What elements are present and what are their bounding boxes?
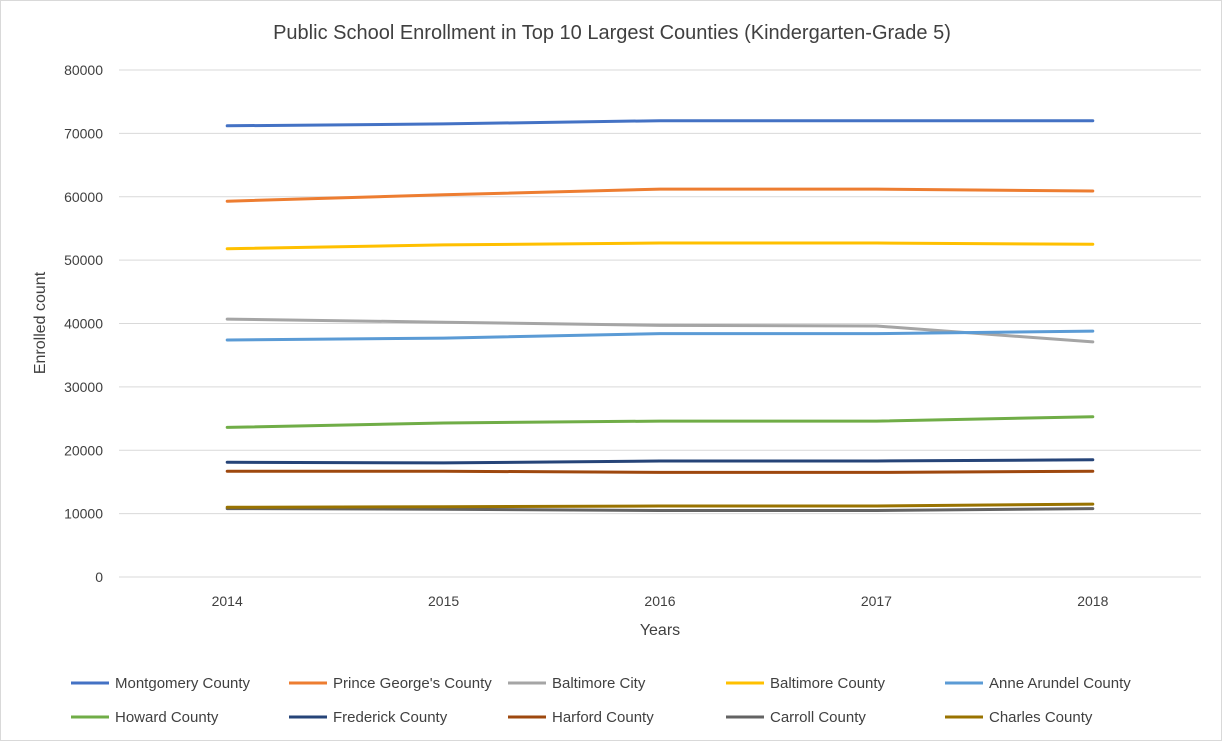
y-axis-tick-labels: 0 10000 20000 30000 40000 50000 60000 70000 8000… bbox=[64, 62, 103, 585]
series-line-1 bbox=[225, 119, 1095, 128]
legend-label: Baltimore City bbox=[552, 675, 646, 692]
x-tick-label: 2014 bbox=[212, 593, 243, 609]
legend-label: Frederick County bbox=[333, 709, 448, 726]
x-axis-title: Years bbox=[640, 622, 680, 639]
legend-item: Carroll County bbox=[726, 709, 866, 726]
series-line-6 bbox=[225, 415, 1095, 429]
y-tick-label: 10000 bbox=[64, 506, 103, 522]
series-lines bbox=[225, 119, 1095, 512]
gridlines bbox=[119, 69, 1201, 578]
legend-label: Montgomery County bbox=[115, 675, 251, 692]
y-tick-label: 0 bbox=[95, 569, 103, 585]
y-tick-label: 60000 bbox=[64, 189, 103, 205]
series-line-8 bbox=[225, 469, 1095, 474]
legend-item: Charles County bbox=[945, 709, 1093, 726]
legend-item: Montgomery County bbox=[71, 675, 251, 692]
legend-item: Howard County bbox=[71, 709, 219, 726]
y-tick-label: 20000 bbox=[64, 442, 103, 458]
x-tick-label: 2017 bbox=[861, 593, 892, 609]
y-axis-title: Enrolled count bbox=[32, 271, 49, 374]
legend-item: Harford County bbox=[508, 709, 654, 726]
y-tick-label: 80000 bbox=[64, 62, 103, 78]
series-line-10 bbox=[225, 502, 1095, 509]
x-tick-label: 2015 bbox=[428, 593, 459, 609]
legend-item: Prince George's County bbox=[289, 675, 492, 692]
x-tick-label: 2016 bbox=[644, 593, 675, 609]
chart-title: Public School Enrollment in Top 10 Large… bbox=[273, 22, 951, 44]
series-line-5 bbox=[225, 329, 1095, 342]
series-line-2 bbox=[225, 187, 1095, 203]
x-axis-tick-labels: 2014 2015 2016 2017 2018 bbox=[212, 593, 1109, 609]
legend-label: Harford County bbox=[552, 709, 654, 726]
legend-item: Frederick County bbox=[289, 709, 448, 726]
series-line-4 bbox=[225, 241, 1095, 251]
legend-label: Anne Arundel County bbox=[989, 675, 1131, 692]
x-tick-label: 2018 bbox=[1077, 593, 1108, 609]
legend-label: Charles County bbox=[989, 709, 1093, 726]
y-tick-label: 40000 bbox=[64, 316, 103, 332]
legend-label: Carroll County bbox=[770, 709, 866, 726]
legend-label: Howard County bbox=[115, 709, 219, 726]
legend-label: Baltimore County bbox=[770, 675, 886, 692]
series-line-9 bbox=[225, 507, 1095, 512]
legend: Montgomery County Prince George's County B… bbox=[71, 675, 1131, 726]
legend-item: Baltimore County bbox=[726, 675, 886, 692]
y-tick-label: 70000 bbox=[64, 125, 103, 141]
series-line-7 bbox=[225, 458, 1095, 465]
y-tick-label: 50000 bbox=[64, 252, 103, 268]
legend-label: Prince George's County bbox=[333, 675, 492, 692]
legend-item: Anne Arundel County bbox=[945, 675, 1131, 692]
y-tick-label: 30000 bbox=[64, 379, 103, 395]
legend-item: Baltimore City bbox=[508, 675, 646, 692]
